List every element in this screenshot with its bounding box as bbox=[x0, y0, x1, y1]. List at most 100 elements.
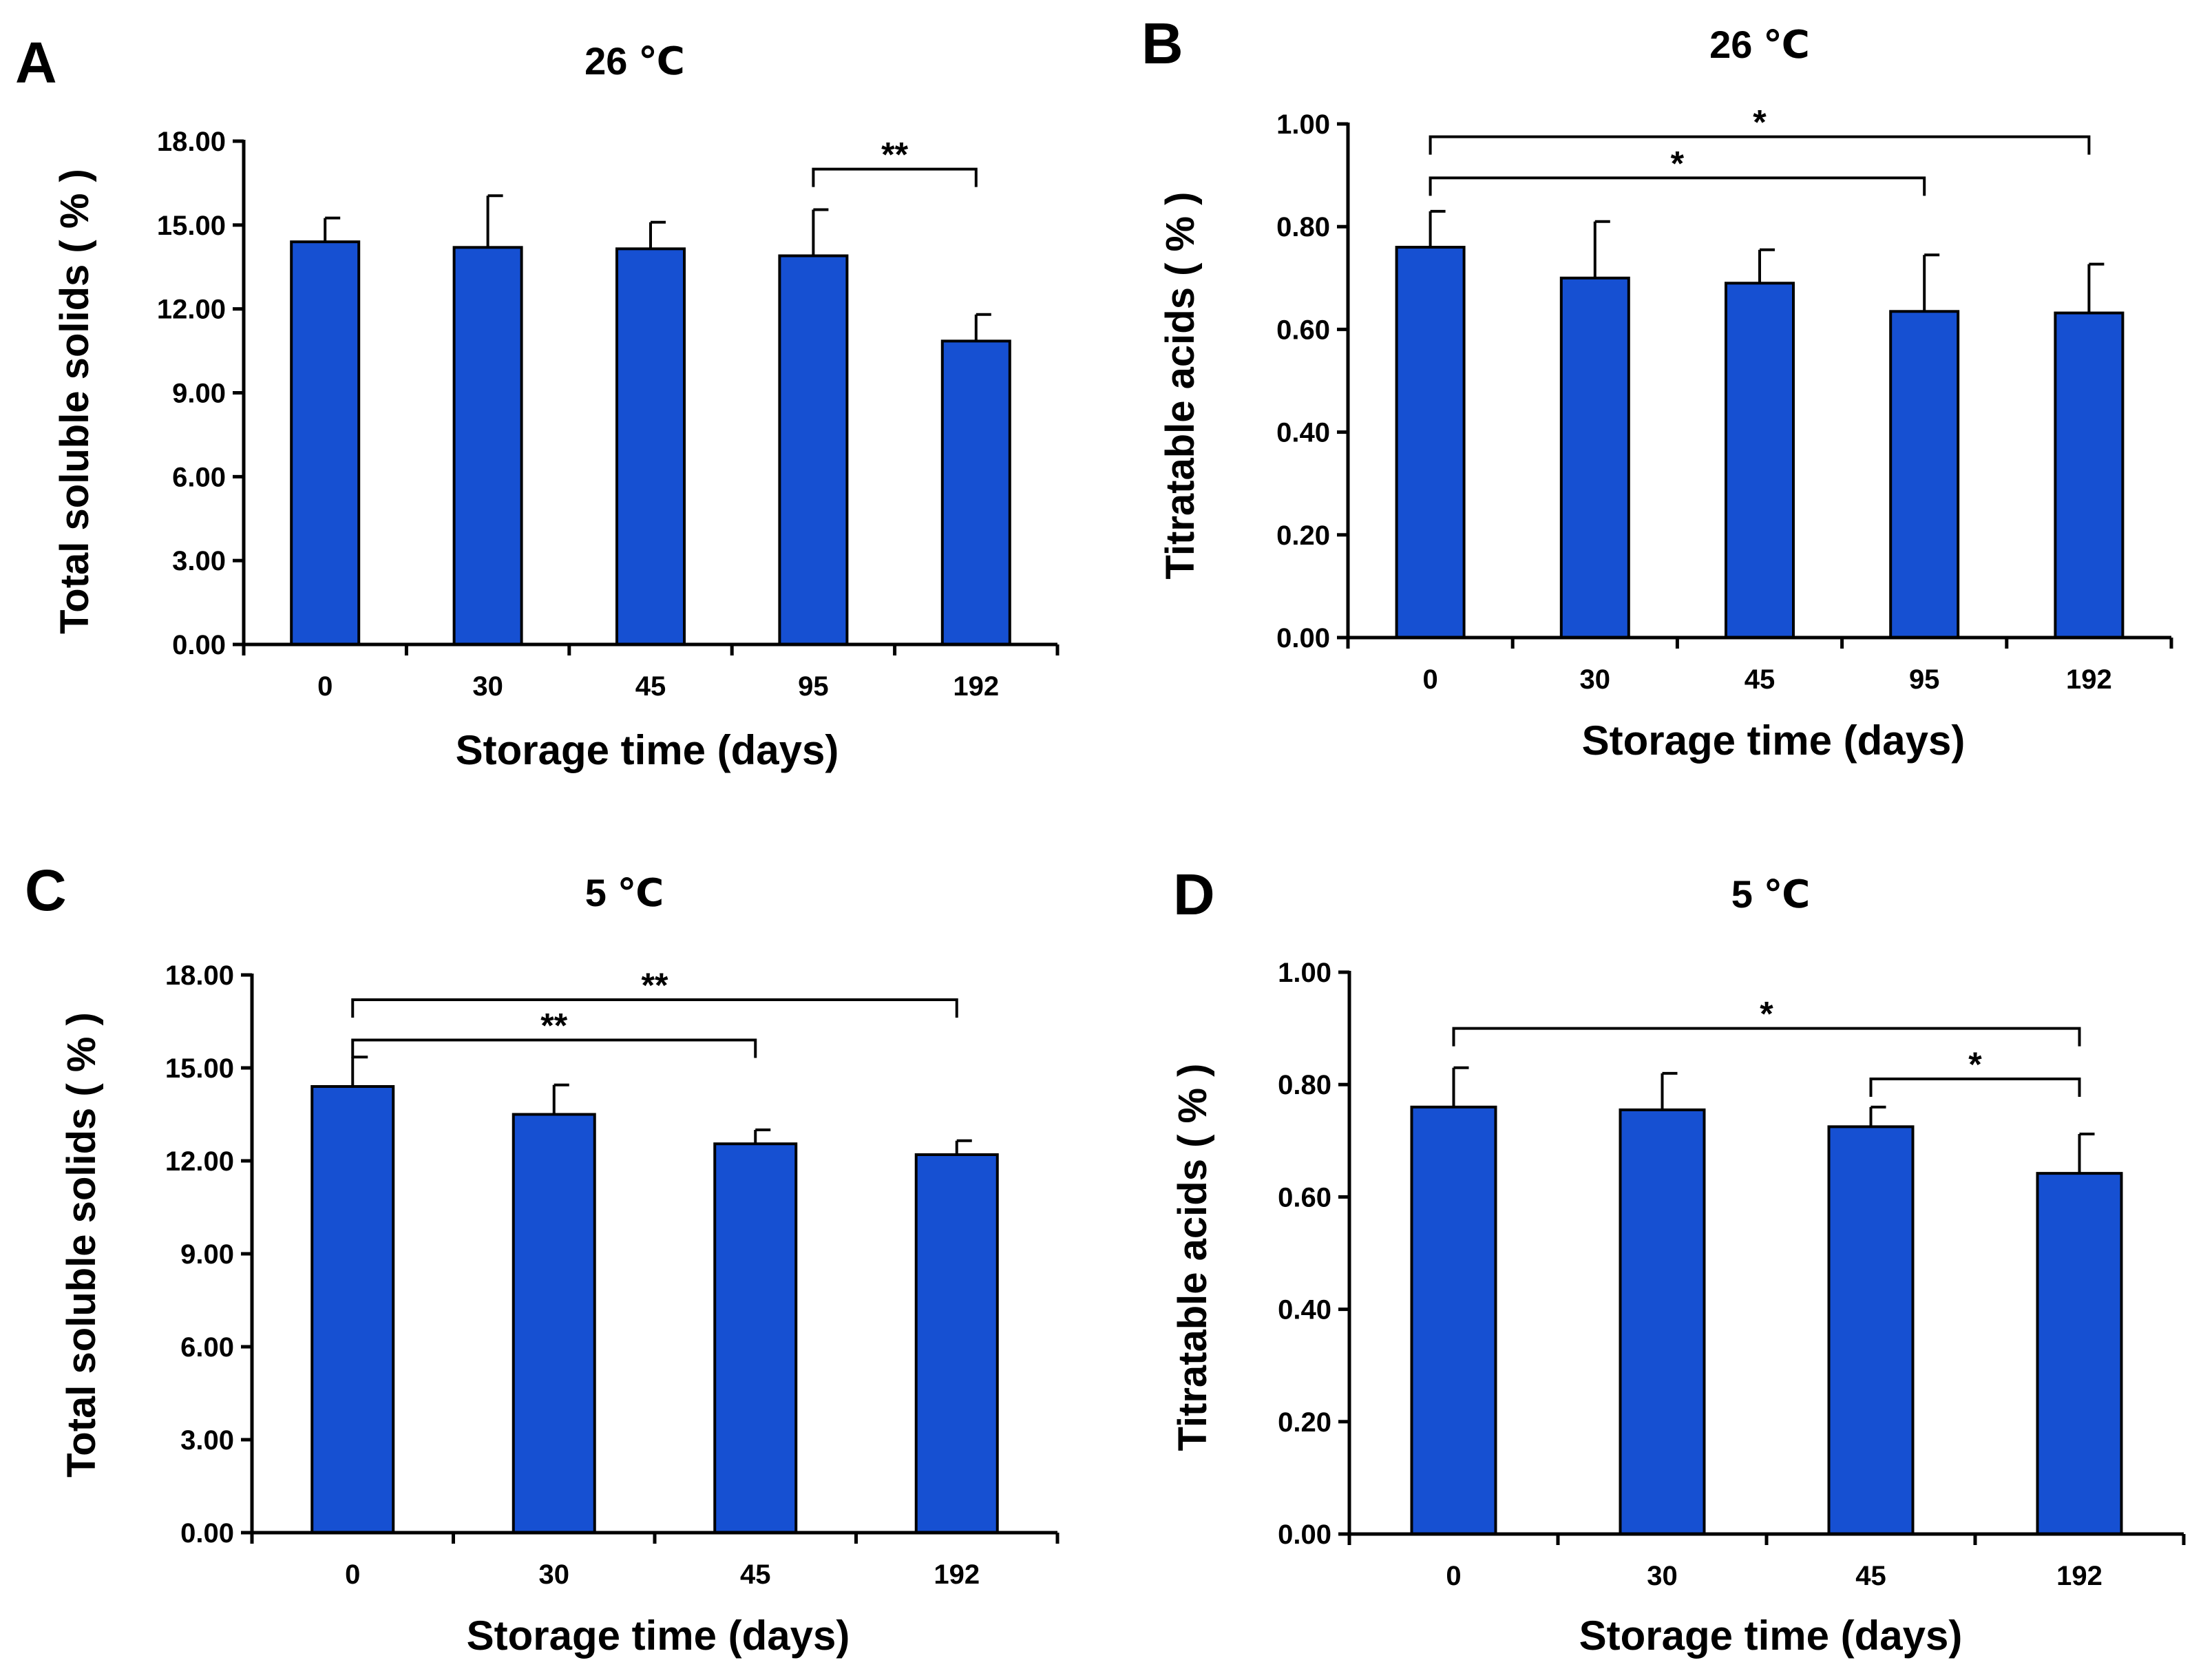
y-tick-label: 15.00 bbox=[157, 211, 226, 241]
panel-b: B 26 ℃ Titratable acids ( % ) Storage ti… bbox=[1141, 11, 2173, 764]
bar bbox=[2054, 311, 2125, 639]
significance-label: ** bbox=[642, 966, 668, 1005]
bar bbox=[940, 339, 1011, 646]
x-axis-label: Storage time (days) bbox=[467, 1613, 850, 1659]
x-tick-label: 192 bbox=[2056, 1561, 2103, 1591]
y-axis-label: Titratable acids ( % ) bbox=[1170, 1064, 1215, 1451]
bar bbox=[452, 246, 523, 647]
y-tick-label: 12.00 bbox=[165, 1146, 234, 1177]
significance-bracket bbox=[1429, 135, 2091, 155]
bar bbox=[1725, 282, 1795, 639]
y-tick-label: 15.00 bbox=[165, 1053, 234, 1084]
bar bbox=[310, 1085, 395, 1534]
significance-bracket bbox=[1452, 1027, 2081, 1047]
significance-label: * bbox=[1760, 995, 1773, 1033]
plot-area: 0.00 0.20 0.40 0.60 0.80 1.00 0 30 45 192 * * bbox=[1278, 958, 2186, 1591]
y-tick-label: 12.00 bbox=[157, 295, 226, 325]
y-tick-label: 6.00 bbox=[180, 1332, 234, 1363]
y-tick-label: 0.00 bbox=[172, 630, 226, 660]
bar bbox=[914, 1153, 999, 1534]
y-tick-label: 0.80 bbox=[1276, 212, 1330, 242]
bar bbox=[1619, 1108, 1706, 1536]
y-tick-label: 0.40 bbox=[1276, 418, 1330, 448]
y-tick-label: 1.00 bbox=[1278, 958, 1331, 988]
x-tick-label: 192 bbox=[2066, 664, 2112, 695]
panel-a: A 26 ℃ Total soluble solids ( % ) Storag… bbox=[15, 30, 1060, 773]
plot-area: 0.00 3.00 6.00 9.00 12.00 15.00 18.00 0 30 45 95 19… bbox=[157, 127, 1060, 702]
plot-area: 0.00 0.20 0.40 0.60 0.80 1.00 0 30 45 95 192 * * bbox=[1276, 103, 2173, 695]
chart-title: 26 ℃ bbox=[584, 39, 685, 83]
panel-c: C 5 ℃ Total soluble solids ( % ) Storage… bbox=[25, 858, 1060, 1659]
y-axis-label: Total soluble solids ( % ) bbox=[59, 1012, 104, 1478]
significance-bracket bbox=[812, 167, 978, 187]
bar bbox=[1395, 246, 1466, 640]
x-tick-label: 30 bbox=[472, 671, 503, 702]
x-tick-label: 45 bbox=[1745, 664, 1775, 695]
significance-bracket bbox=[1429, 176, 1926, 196]
y-tick-label: 18.00 bbox=[157, 127, 226, 157]
y-tick-label: 0.80 bbox=[1278, 1070, 1331, 1100]
plot-area: 0.00 3.00 6.00 9.00 12.00 15.00 18.00 0 30 45 192 *… bbox=[165, 960, 1060, 1590]
y-tick-label: 3.00 bbox=[172, 546, 226, 576]
y-tick-label: 0.40 bbox=[1278, 1295, 1331, 1325]
y-tick-label: 0.20 bbox=[1278, 1407, 1331, 1438]
x-tick-label: 30 bbox=[1647, 1561, 1678, 1591]
x-tick-label: 192 bbox=[953, 671, 999, 702]
y-tick-label: 0.00 bbox=[1278, 1520, 1331, 1550]
bar bbox=[2036, 1172, 2123, 1536]
x-axis-label: Storage time (days) bbox=[1582, 717, 1966, 764]
y-tick-label: 3.00 bbox=[180, 1425, 234, 1456]
panel-letter: C bbox=[25, 858, 67, 923]
chart-title: 5 ℃ bbox=[585, 871, 664, 914]
y-tick-label: 1.00 bbox=[1276, 109, 1330, 140]
significance-label: * bbox=[1968, 1045, 1982, 1084]
y-tick-label: 9.00 bbox=[180, 1239, 234, 1270]
panel-d: D 5 ℃ Titratable acids ( % ) Storage tim… bbox=[1170, 862, 2186, 1659]
x-tick-label: 30 bbox=[539, 1560, 570, 1590]
y-tick-label: 18.00 bbox=[165, 960, 234, 991]
chart-title: 5 ℃ bbox=[1731, 872, 1811, 916]
bar bbox=[1559, 276, 1630, 639]
panel-letter: A bbox=[15, 30, 57, 95]
x-tick-label: 0 bbox=[1422, 664, 1437, 695]
panel-letter: B bbox=[1141, 11, 1183, 76]
significance-label: ** bbox=[881, 136, 908, 174]
x-axis-label: Storage time (days) bbox=[456, 727, 839, 773]
x-tick-label: 0 bbox=[1446, 1561, 1461, 1591]
x-axis-label: Storage time (days) bbox=[1579, 1613, 1963, 1659]
x-tick-label: 95 bbox=[798, 671, 829, 702]
y-tick-label: 0.20 bbox=[1276, 521, 1330, 551]
bar bbox=[1410, 1105, 1497, 1535]
y-tick-label: 0.00 bbox=[1276, 623, 1330, 653]
x-tick-label: 95 bbox=[1909, 664, 1940, 695]
y-axis-label: Titratable acids ( % ) bbox=[1158, 192, 1203, 580]
x-tick-label: 30 bbox=[1580, 664, 1611, 695]
chart-title: 26 ℃ bbox=[1709, 23, 1810, 66]
y-tick-label: 0.00 bbox=[180, 1518, 234, 1548]
bar bbox=[615, 247, 686, 646]
y-tick-label: 6.00 bbox=[172, 462, 226, 492]
significance-bracket bbox=[1869, 1078, 2081, 1098]
panel-letter: D bbox=[1173, 862, 1215, 927]
bar bbox=[778, 254, 849, 646]
bar bbox=[713, 1142, 798, 1534]
bar bbox=[1827, 1125, 1915, 1535]
significance-bracket bbox=[351, 1038, 757, 1058]
bar bbox=[512, 1113, 596, 1534]
y-tick-label: 0.60 bbox=[1276, 315, 1330, 345]
significance-label: * bbox=[1753, 103, 1767, 142]
y-tick-label: 0.60 bbox=[1278, 1182, 1331, 1212]
x-tick-label: 192 bbox=[934, 1560, 980, 1590]
x-tick-label: 0 bbox=[345, 1560, 360, 1590]
bar bbox=[1889, 310, 1960, 639]
x-tick-label: 0 bbox=[317, 671, 333, 702]
y-tick-label: 9.00 bbox=[172, 379, 226, 409]
x-tick-label: 45 bbox=[740, 1560, 771, 1590]
significance-label: * bbox=[1671, 144, 1685, 182]
x-tick-label: 45 bbox=[635, 671, 666, 702]
y-axis-label: Total soluble solids ( % ) bbox=[52, 169, 97, 634]
x-tick-label: 45 bbox=[1855, 1561, 1886, 1591]
significance-bracket bbox=[351, 998, 958, 1018]
bar bbox=[290, 240, 361, 646]
